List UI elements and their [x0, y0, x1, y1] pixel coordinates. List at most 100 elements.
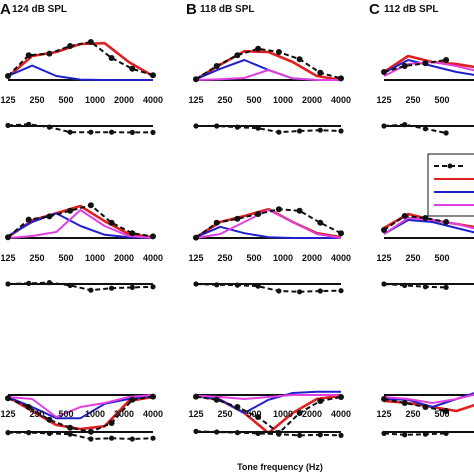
- panel-2-row-2-magenta-line: [383, 393, 474, 404]
- panel-1-row-2-blue-line: [195, 390, 341, 414]
- panel-0-row-1-tick-label: 125: [0, 253, 15, 263]
- panel-1-row-0-data-point: [255, 45, 262, 52]
- panel-0-row-1-diff-point: [67, 282, 73, 288]
- panel-0-row-0-data-point: [150, 72, 156, 79]
- panel-2-row-0-data-point: [422, 60, 429, 67]
- legend-dot-swatch: [447, 163, 453, 169]
- panel-2-row-1-data-point: [401, 213, 408, 219]
- panel-0-row-1-diff-point: [129, 284, 135, 290]
- panel-1-row-1-data-point: [213, 219, 220, 226]
- panel-1-row-1-diff-point: [338, 288, 344, 294]
- panel-0-row-2-diff-point: [26, 430, 32, 436]
- panel-1-row-1-diff-point: [214, 282, 220, 288]
- panel-1-row-1-tick-label: 2000: [302, 253, 322, 263]
- panel-0-row-1-data-point: [87, 202, 94, 209]
- legend-box: [427, 153, 474, 217]
- panel-1-row-1-data-line: [195, 208, 342, 239]
- panel-2-row-1-data-point: [443, 219, 450, 225]
- panel-0-row-0-data-line: [7, 40, 154, 77]
- panel-1-row-2-diff-point: [214, 429, 220, 435]
- panel-0-row-2-diff-point: [109, 435, 115, 441]
- panel-c-letter: C: [369, 1, 380, 18]
- panel-0-row-1-magenta-line: [7, 209, 154, 239]
- panel-0-row-2-tick-label: 250: [29, 409, 44, 419]
- panel-1-row-1-diff-point: [234, 282, 240, 288]
- panel-0-row-0-diff-point: [46, 124, 53, 130]
- panel-1-row-0-diff-point: [276, 129, 282, 135]
- panel-1-row-0-tick-label: 4000: [331, 95, 351, 105]
- panel-0-row-0-diff-point: [88, 129, 94, 135]
- panel-2-row-1-blue-line: [383, 219, 474, 235]
- panel-0-row-2-diff-point: [88, 436, 94, 442]
- panel-0-row-0-data-point: [46, 50, 53, 57]
- panel-1-row-1-diff-point: [317, 288, 323, 294]
- panel-1-row-0-data-point: [213, 63, 220, 69]
- panel-1-row-0-diff-point: [338, 128, 344, 134]
- panel-2-row-2-diff-point: [422, 431, 428, 437]
- panel-0-row-0-data-point: [25, 52, 32, 59]
- panel-2-row-0-diff-point: [402, 122, 408, 128]
- panel-0-row-0-diff-point: [129, 129, 135, 135]
- panel-1-row-2-data-point: [317, 398, 324, 404]
- panel-2-row-2-data-line: [383, 398, 447, 412]
- panel-0-row-2-tick-label: 125: [0, 409, 15, 419]
- panel-1-row-1-diff-point: [193, 281, 199, 287]
- panel-1-row-1-data-point: [296, 207, 303, 214]
- panel-2-row-0-tick-label: 500: [434, 95, 449, 105]
- panel-1-row-0-data-point: [296, 56, 303, 63]
- panel-0-row-2-tick-label: 500: [58, 409, 73, 419]
- panel-1-row-2-diff-point: [338, 432, 344, 438]
- panel-2-row-1-tick-label: 125: [376, 253, 391, 263]
- panel-0-row-0-diff-point: [67, 129, 73, 135]
- panel-1-row-1-data-point: [234, 215, 241, 222]
- panel-1-row-1-diff-point: [297, 289, 303, 295]
- panel-2-row-0-diff-point: [443, 130, 449, 136]
- panel-1-row-1-tick-label: 4000: [331, 253, 351, 263]
- panel-0-row-1-data-point: [46, 213, 53, 220]
- panel-1-row-0-tick-label: 250: [217, 95, 232, 105]
- legend-frame: [427, 153, 474, 217]
- panel-0-row-0-diff-point: [109, 129, 115, 135]
- panel-0-row-0-data-point: [108, 55, 115, 61]
- panel-0-row-1-red-line: [7, 204, 154, 239]
- panel-0-row-2-data-point: [108, 420, 115, 426]
- panel-0-row-0-diff-point: [150, 129, 156, 135]
- panel-0-row-0-diff-point: [5, 122, 11, 128]
- panel-0-row-1-blue-line: [7, 212, 154, 239]
- panel-2-row-1-data-point: [381, 227, 387, 233]
- panel-2-row-0-diff-point: [381, 123, 387, 129]
- panel-1-row-2-data-point: [193, 393, 199, 400]
- panel-2-row-0-data-point: [401, 63, 408, 69]
- panel-0-row-2-tick-label: 2000: [114, 409, 134, 419]
- panel-1-row-1-tick-label: 1000: [273, 253, 293, 263]
- panel-2-row-0-tick-label: 125: [376, 95, 391, 105]
- panel-0-row-1-tick-label: 250: [29, 253, 44, 263]
- panel-0-row-2-diff-point: [46, 430, 53, 436]
- panel-0-row-1-data-point: [129, 230, 136, 237]
- panel-1-row-2-tick-label: 1000: [273, 409, 293, 419]
- panel-1-row-1-diff-line: [195, 283, 342, 293]
- panel-2-row-1-diff-line: [383, 283, 447, 289]
- panel-1-row-1-data-point: [193, 234, 199, 241]
- panel-1-row-0-tick-label: 1000: [273, 95, 293, 105]
- panel-2-row-2-diff-line: [383, 432, 447, 436]
- plot-layer: 125 250 500 1000 2000 4000 125 250 500 1000 2000 40…: [0, 39, 474, 442]
- panel-1-row-1-tick-label: 125: [188, 253, 203, 263]
- panel-0-row-1-diff-point: [88, 287, 94, 293]
- panel-0-row-2-diff-point: [150, 435, 156, 441]
- panel-1-row-2-magenta-line: [195, 394, 341, 400]
- panel-1-row-1-diff-point: [276, 288, 282, 294]
- panel-0-row-1-diff-point: [150, 284, 156, 290]
- panel-0-row-1-data-point: [108, 219, 115, 226]
- panel-1-row-0-diff-line: [196, 125, 342, 134]
- panel-0-row-1-data-point: [150, 233, 156, 240]
- panel-0-row-2-data-line: [7, 395, 154, 433]
- panel-0-row-2-tick-label: 1000: [85, 409, 105, 419]
- panel-2-row-1-tick-label: 250: [405, 253, 420, 263]
- panel-1-row-0-diff-point: [193, 123, 199, 129]
- panel-0-row-0-data-point: [129, 65, 136, 72]
- panel-2-row-0-data-point: [443, 57, 450, 63]
- panel-1-row-0-diff-point: [297, 128, 303, 134]
- panel-0-row-1-data-line: [7, 204, 154, 238]
- panel-0-row-0-diff-line: [7, 123, 153, 134]
